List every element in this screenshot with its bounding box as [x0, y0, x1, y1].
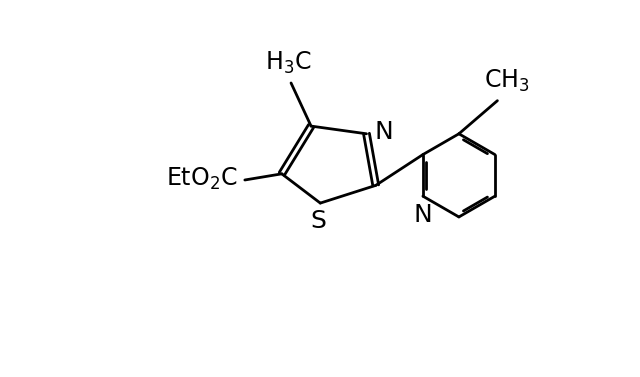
Text: $\mathsf{EtO_2C}$: $\mathsf{EtO_2C}$ [166, 166, 237, 192]
Text: S: S [311, 209, 326, 233]
Text: $\mathsf{CH_3}$: $\mathsf{CH_3}$ [484, 67, 529, 94]
Text: N: N [413, 203, 432, 227]
Text: $\mathsf{H_3C}$: $\mathsf{H_3C}$ [265, 50, 311, 76]
Text: N: N [374, 120, 393, 144]
